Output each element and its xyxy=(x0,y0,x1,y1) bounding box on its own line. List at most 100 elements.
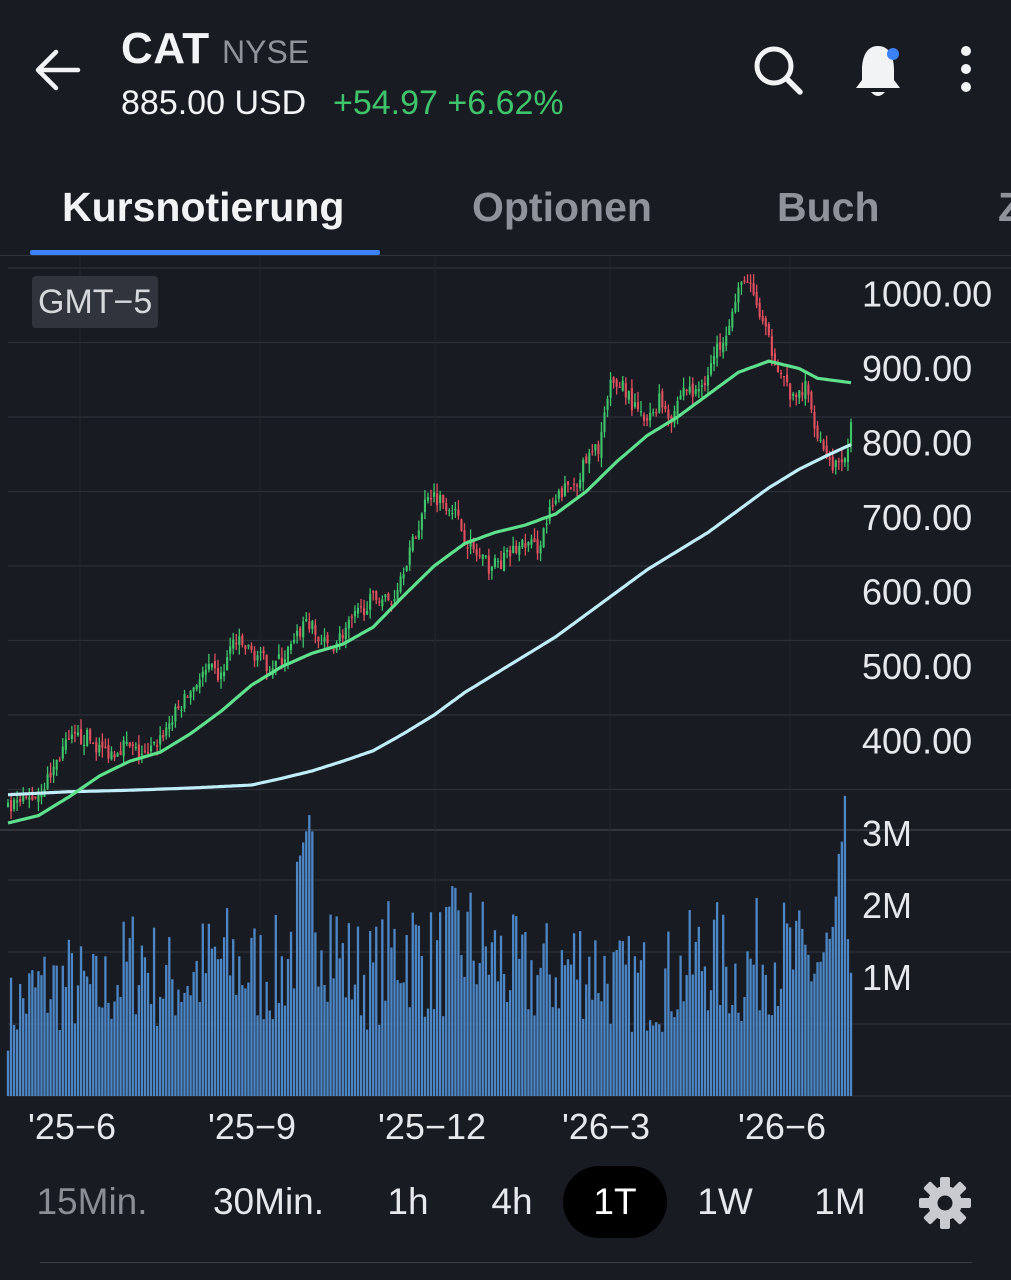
back-button[interactable] xyxy=(30,40,94,100)
candlestick xyxy=(341,629,344,643)
candlestick xyxy=(719,333,722,357)
timeframe-1h[interactable]: 1h xyxy=(387,1181,429,1222)
volume-bar xyxy=(402,982,405,1096)
tab-kursnotierung[interactable]: Kursnotierung xyxy=(62,184,345,230)
volume-bar xyxy=(804,944,807,1096)
price-axis: 1000.00 900.00 800.00 700.00 600.00 500.00 400… xyxy=(862,274,992,762)
volume-bar xyxy=(271,1019,274,1096)
volume-bar xyxy=(28,973,31,1096)
search-button[interactable] xyxy=(750,42,806,98)
candlestick xyxy=(612,376,615,389)
candlestick xyxy=(649,402,652,428)
volume-bar xyxy=(642,942,646,1096)
volume-bar xyxy=(557,1008,560,1096)
volume-bar xyxy=(417,925,421,1096)
volume-bar xyxy=(807,954,810,1096)
volume-bar xyxy=(299,855,302,1096)
timeframe-1w[interactable]: 1W xyxy=(697,1181,753,1222)
volume-bar xyxy=(286,958,290,1096)
timeframe-15min[interactable]: 15Min. xyxy=(36,1181,148,1222)
volume-bar xyxy=(268,1010,271,1096)
volume-bar xyxy=(423,1016,427,1096)
candlestick xyxy=(630,379,633,416)
volume-bar xyxy=(819,961,822,1096)
search-icon xyxy=(754,46,803,95)
candlestick xyxy=(642,412,646,427)
volume-bar xyxy=(128,938,131,1096)
candlestick xyxy=(716,335,719,367)
candlestick xyxy=(691,377,694,407)
candlestick xyxy=(201,666,204,687)
timeframe-30min[interactable]: 30Min. xyxy=(212,1181,325,1222)
bell-icon xyxy=(856,46,900,96)
timeframe-1m[interactable]: 1M xyxy=(814,1181,866,1222)
candlestick xyxy=(76,725,80,737)
candlestick xyxy=(442,494,445,509)
volume-axis-label: 1M xyxy=(862,957,912,998)
volume-bar xyxy=(648,1020,652,1096)
timezone-badge[interactable]: GMT−5 xyxy=(32,276,159,328)
volume-bar xyxy=(25,1013,28,1096)
volume-bar xyxy=(502,973,506,1096)
candlestick xyxy=(460,518,463,532)
time-axis-label: '25−6 xyxy=(28,1106,116,1147)
volume-bar xyxy=(320,950,323,1096)
volume-bar xyxy=(594,940,597,1096)
grid-lines xyxy=(0,256,1011,1097)
volume-bar xyxy=(171,979,174,1096)
volume-bar xyxy=(85,976,89,1096)
tab-optionen[interactable]: Optionen xyxy=(472,184,652,230)
volume-bar xyxy=(709,990,713,1096)
volume-bar xyxy=(250,937,253,1096)
timeframe-1t[interactable]: 1T xyxy=(563,1166,667,1238)
volume-bar xyxy=(734,963,737,1096)
volume-bar xyxy=(746,951,749,1096)
candlestick xyxy=(548,499,551,525)
candlestick xyxy=(743,276,746,285)
timeframe-4h[interactable]: 4h xyxy=(491,1181,533,1222)
volume-bar xyxy=(95,955,98,1096)
volume-bar xyxy=(219,958,223,1096)
volume-bar xyxy=(630,1031,634,1096)
candlestick xyxy=(198,673,201,694)
volume-bar xyxy=(137,985,141,1096)
tab-buch[interactable]: Buch xyxy=(777,184,880,230)
chart-settings-button[interactable] xyxy=(918,1176,972,1230)
candlestick xyxy=(110,746,113,761)
volume-bar xyxy=(411,912,414,1096)
candlestick xyxy=(28,787,31,809)
volume-bar xyxy=(831,926,834,1096)
candlestick xyxy=(755,284,758,309)
volume-bar xyxy=(332,978,335,1096)
volume-bar xyxy=(566,959,570,1096)
volume-bar xyxy=(788,927,792,1096)
candlestick xyxy=(426,492,430,504)
volume-bar xyxy=(533,1015,536,1096)
time-axis-label: '25−12 xyxy=(378,1106,486,1147)
price-change: +54.97 +6.62% xyxy=(333,84,564,122)
candlestick xyxy=(600,422,603,468)
time-axis-label: '26−6 xyxy=(738,1106,826,1147)
candlestick xyxy=(375,590,378,605)
volume-bar xyxy=(204,973,207,1096)
candlestick xyxy=(451,504,454,520)
volume-bar xyxy=(22,998,25,1096)
tab-partial[interactable]: Z xyxy=(998,184,1011,230)
volume-bar xyxy=(113,1001,116,1096)
candlestick xyxy=(801,382,804,402)
volume-bar xyxy=(46,1012,49,1096)
volume-bar xyxy=(545,923,548,1096)
alerts-button[interactable] xyxy=(852,40,908,100)
price-chart[interactable]: 1000.00 900.00 800.00 700.00 600.00 500.00 400… xyxy=(0,256,1011,1156)
volume-bar xyxy=(691,974,694,1096)
candlestick xyxy=(356,602,360,619)
volume-bar xyxy=(697,926,700,1096)
volume-bar xyxy=(846,939,850,1096)
volume-bar xyxy=(612,952,615,1096)
more-options-button[interactable] xyxy=(950,42,982,98)
volume-bar xyxy=(302,842,305,1096)
candlestick xyxy=(837,457,840,471)
candlestick xyxy=(119,741,122,756)
volume-bar xyxy=(843,795,847,1096)
candlestick xyxy=(128,741,131,748)
